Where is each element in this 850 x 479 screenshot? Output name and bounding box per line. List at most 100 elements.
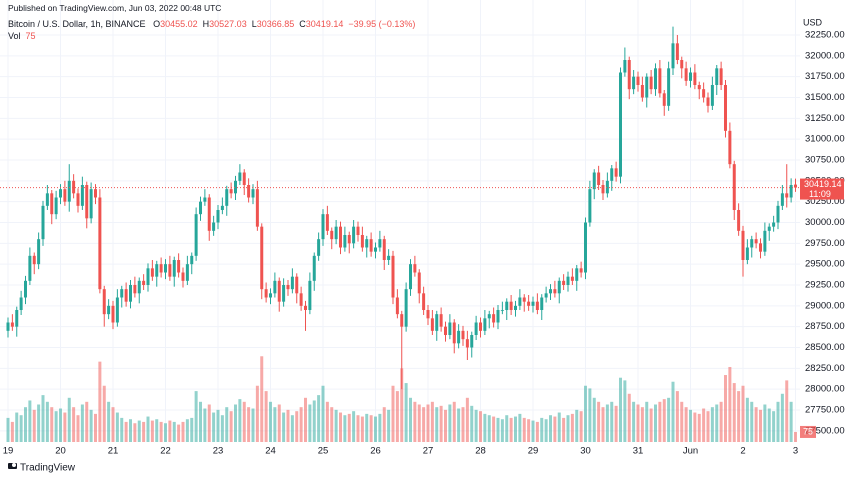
candle-body xyxy=(566,276,570,285)
volume-bar xyxy=(277,404,281,442)
candle-body xyxy=(312,255,316,281)
candle-body xyxy=(339,226,342,248)
volume-bar xyxy=(785,380,789,442)
candle-body xyxy=(199,201,202,215)
candle-body xyxy=(50,193,54,215)
candle-body xyxy=(509,301,513,310)
x-tick-label: 26 xyxy=(370,446,381,457)
volume-bar xyxy=(177,424,181,442)
volume-bar xyxy=(150,420,154,442)
candle-body xyxy=(557,280,561,294)
candle-body xyxy=(702,89,706,98)
candle-body xyxy=(794,184,797,188)
volume-bar xyxy=(146,416,150,442)
volume-bar xyxy=(527,419,531,442)
candle-body xyxy=(562,280,566,285)
candle-body xyxy=(588,189,592,223)
candle-body xyxy=(325,214,329,231)
volume-bar xyxy=(702,408,706,442)
candle-body xyxy=(133,285,137,294)
candle-body xyxy=(544,293,548,298)
candle-body xyxy=(741,230,745,260)
volume-bar xyxy=(356,415,360,442)
candle-body xyxy=(238,172,242,181)
volume-bar xyxy=(168,420,172,442)
volume-bar xyxy=(566,415,570,442)
candle-body xyxy=(737,210,741,231)
candle-body xyxy=(435,314,439,331)
countdown: 11:09 xyxy=(809,189,831,199)
candle-body xyxy=(706,97,710,106)
candle-body xyxy=(719,68,723,85)
volume-bar xyxy=(483,413,487,442)
candle-body xyxy=(286,285,290,290)
volume-bar xyxy=(369,415,373,442)
volume-bar xyxy=(32,409,36,442)
y-tick-label: 28750.00 xyxy=(805,321,845,332)
volume-bar xyxy=(750,401,754,442)
candle-body xyxy=(247,185,251,198)
candle-body xyxy=(483,318,487,331)
x-tick-label: 20 xyxy=(55,446,66,457)
grid xyxy=(0,0,800,442)
volume-bar xyxy=(492,416,496,442)
volume-bar xyxy=(658,401,662,442)
candle-body xyxy=(487,314,491,319)
candle-body xyxy=(24,280,27,298)
candle-body xyxy=(417,272,421,294)
candle-body xyxy=(94,189,97,198)
candle-body xyxy=(465,339,469,348)
candle-body xyxy=(299,293,303,306)
volume-bar xyxy=(553,416,557,442)
candle-body xyxy=(710,85,714,106)
volume-bar xyxy=(518,413,522,442)
candle-body xyxy=(216,210,220,223)
y-tick-label: 29750.00 xyxy=(805,238,845,249)
candle-body xyxy=(76,193,80,206)
volume-bar xyxy=(649,408,653,442)
volume-bar xyxy=(544,419,548,442)
volume-bar xyxy=(627,393,631,442)
volume-bar xyxy=(129,419,132,442)
volume-bar xyxy=(693,412,697,442)
volume-bar xyxy=(10,421,14,442)
axes: 27500.00 27750.00 28000.00 28250.00 28500.00… xyxy=(3,30,845,457)
y-tick-label: 31750.00 xyxy=(805,71,845,82)
candle-body xyxy=(207,197,211,231)
candle-body xyxy=(404,289,408,327)
volume-bar xyxy=(745,397,749,442)
candle-body xyxy=(724,85,727,131)
candle-body xyxy=(667,68,671,106)
volume-bar xyxy=(667,397,671,442)
volume-bar xyxy=(719,401,723,442)
volume-bar xyxy=(28,400,32,442)
candle-body xyxy=(619,72,622,177)
volume-bar xyxy=(413,401,417,442)
volume-bar xyxy=(597,401,601,442)
candle-body xyxy=(15,310,19,327)
volume-bar xyxy=(601,407,605,442)
candle-body xyxy=(59,189,62,198)
candle-body xyxy=(37,239,41,265)
candle-body xyxy=(413,264,417,273)
volume-legend: Vol 75 xyxy=(8,31,36,41)
x-tick-label: 19 xyxy=(3,446,14,457)
y-tick-label: 27750.00 xyxy=(805,405,845,416)
logo-icon-dot xyxy=(12,463,16,467)
volume-bar xyxy=(444,409,447,442)
volume-bar xyxy=(457,408,461,442)
volume-bar xyxy=(85,401,89,442)
candle-body xyxy=(645,76,649,98)
volume-bar xyxy=(290,415,294,442)
volume-bar xyxy=(570,413,574,442)
volume-bar xyxy=(632,401,636,442)
legend-low: 30366.85 xyxy=(256,19,295,29)
volume-bar xyxy=(417,404,421,442)
volume-bar xyxy=(522,417,526,442)
candle-body xyxy=(273,280,277,294)
candle-body xyxy=(365,239,369,248)
candle-body xyxy=(662,93,666,106)
candle-body xyxy=(654,68,657,90)
candle-body xyxy=(72,180,76,194)
